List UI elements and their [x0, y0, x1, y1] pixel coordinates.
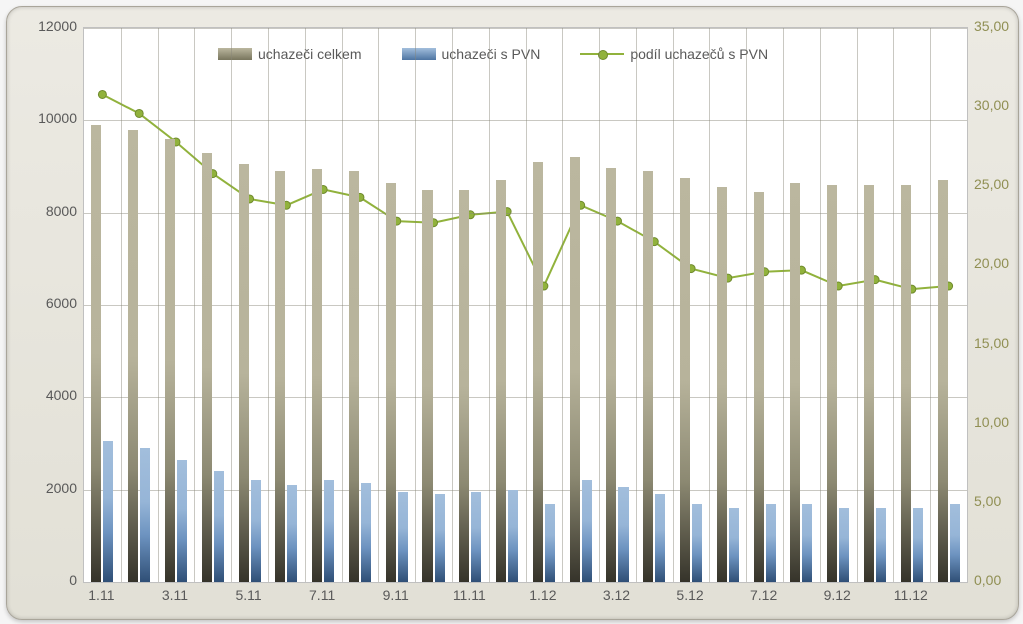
bar — [177, 460, 187, 582]
plot-area: uchazeči celkemuchazeči s PVNpodíl uchaz… — [83, 27, 968, 583]
x-tick: 5.12 — [653, 587, 727, 603]
bar — [545, 504, 555, 582]
x-tick: 1.11 — [65, 587, 139, 603]
y-right-tick: 5,00 — [974, 493, 1001, 509]
x-tick: 9.12 — [800, 587, 874, 603]
x-tick: 3.11 — [138, 587, 212, 603]
x-tick: 11.11 — [433, 587, 507, 603]
bar — [655, 494, 665, 582]
y-right-tick: 15,00 — [974, 335, 1009, 351]
y-left-tick: 6000 — [17, 295, 77, 311]
bar — [913, 508, 923, 582]
x-tick: 9.11 — [359, 587, 433, 603]
bar — [766, 504, 776, 582]
bar — [876, 508, 886, 582]
bar — [312, 169, 322, 582]
bar — [618, 487, 628, 582]
bar — [901, 185, 911, 582]
y-right-tick: 10,00 — [974, 414, 1009, 430]
bar — [386, 183, 396, 582]
bar — [103, 441, 113, 582]
bar — [864, 185, 874, 582]
y-left-tick: 8000 — [17, 203, 77, 219]
bar — [435, 494, 445, 582]
chart-frame: uchazeči celkemuchazeči s PVNpodíl uchaz… — [6, 6, 1019, 620]
bar — [128, 130, 138, 582]
bar — [361, 483, 371, 582]
bar — [239, 164, 249, 582]
y-right-tick: 35,00 — [974, 18, 1009, 34]
bar — [251, 480, 261, 582]
x-tick: 11.12 — [874, 587, 948, 603]
bar — [827, 185, 837, 582]
bar — [275, 171, 285, 582]
y-right-tick: 20,00 — [974, 255, 1009, 271]
y-right-tick: 25,00 — [974, 176, 1009, 192]
bar — [459, 190, 469, 582]
bar — [802, 504, 812, 582]
y-right-tick: 30,00 — [974, 97, 1009, 113]
bar — [471, 492, 481, 582]
bar — [570, 157, 580, 582]
bar — [606, 168, 616, 582]
bar — [508, 490, 518, 582]
bar — [324, 480, 334, 582]
bar — [729, 508, 739, 582]
bar — [643, 171, 653, 582]
y-left-tick: 12000 — [17, 18, 77, 34]
x-tick: 3.12 — [580, 587, 654, 603]
bar — [717, 187, 727, 582]
bar — [165, 139, 175, 582]
x-tick: 7.12 — [727, 587, 801, 603]
bar — [533, 162, 543, 582]
bar — [422, 190, 432, 582]
y-left-tick: 2000 — [17, 480, 77, 496]
x-tick: 7.11 — [285, 587, 359, 603]
bar — [950, 504, 960, 582]
bar — [754, 192, 764, 582]
bar — [398, 492, 408, 582]
bar — [140, 448, 150, 582]
bar — [839, 508, 849, 582]
bar — [938, 180, 948, 582]
x-tick: 1.12 — [506, 587, 580, 603]
y-left-tick: 4000 — [17, 387, 77, 403]
y-left-tick: 0 — [17, 572, 77, 588]
bar — [287, 485, 297, 582]
bar — [582, 480, 592, 582]
y-right-tick: 0,00 — [974, 572, 1001, 588]
bar — [91, 125, 101, 582]
bar — [349, 171, 359, 582]
bar — [692, 504, 702, 582]
x-tick: 5.11 — [212, 587, 286, 603]
bar — [680, 178, 690, 582]
bar — [496, 180, 506, 582]
bar — [790, 183, 800, 582]
y-left-tick: 10000 — [17, 110, 77, 126]
bar — [202, 153, 212, 582]
bar — [214, 471, 224, 582]
